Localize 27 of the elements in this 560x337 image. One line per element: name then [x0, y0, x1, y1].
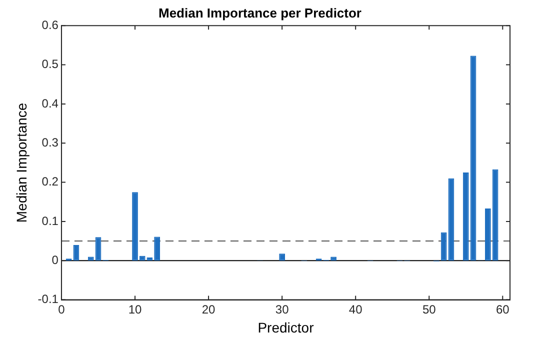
- y-tick-label: 0.3: [42, 135, 59, 150]
- bar: [448, 178, 454, 261]
- y-tick-label: 0.1: [42, 214, 59, 228]
- x-tick-label: 60: [496, 302, 510, 316]
- bar: [95, 237, 102, 261]
- y-tick-label: 0.4: [42, 96, 59, 110]
- bar: [154, 236, 160, 261]
- y-tick-label: 0.6: [42, 18, 59, 32]
- bar: [462, 172, 469, 261]
- y-tick-label: 0.5: [42, 57, 59, 72]
- bar: [485, 208, 491, 261]
- bar: [470, 56, 476, 261]
- chart-title: Median Importance per Predictor: [158, 5, 362, 20]
- bar: [492, 169, 498, 261]
- bar: [132, 192, 138, 261]
- x-tick-label: 40: [348, 302, 363, 316]
- x-tick-label: 30: [275, 302, 290, 316]
- y-tick-label: 0.2: [42, 174, 59, 189]
- x-tick-label: 20: [202, 302, 216, 316]
- x-tick-label: 10: [128, 302, 142, 316]
- bar: [440, 232, 447, 261]
- y-axis-title: Median Importance: [13, 102, 30, 223]
- x-axis-title: Predictor: [258, 319, 314, 336]
- y-tick-label: -0.1: [38, 292, 59, 306]
- x-tick-label: 50: [422, 302, 436, 316]
- y-tick-label: 0: [52, 252, 59, 267]
- bar: [73, 244, 80, 261]
